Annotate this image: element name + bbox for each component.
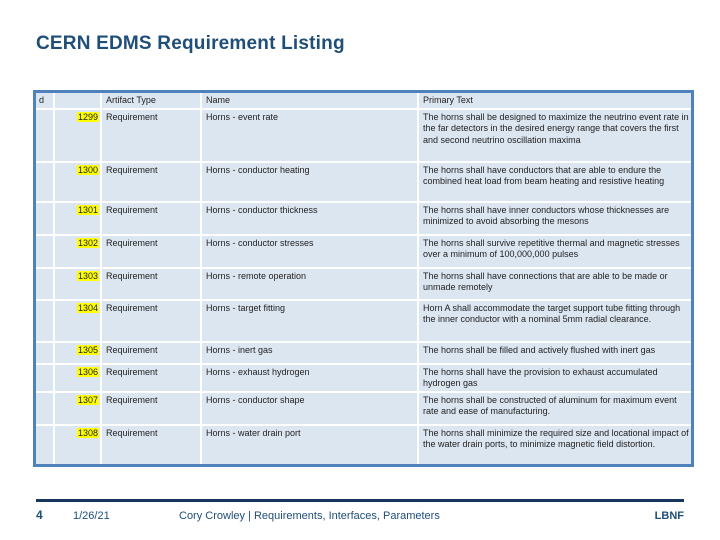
table-row: 1304 Requirement Horns - target fitting Hor… [36, 300, 691, 343]
cell-id-spacer [36, 202, 55, 234]
cell-id: 1303 [55, 268, 102, 299]
footer: 4 1/26/21 Cory Crowley | Requirements, I… [36, 508, 684, 522]
cell-id-spacer [36, 364, 55, 391]
id-highlight: 1302 [76, 237, 99, 248]
table-header-row: d Artifact Type Name Primary Text [36, 93, 691, 110]
requirements-table: d Artifact Type Name Primary Text 1299 Re… [33, 90, 694, 467]
id-highlight: 1301 [76, 204, 99, 215]
cell-name: Horns - conductor heating [202, 162, 419, 201]
table-row: 1303 Requirement Horns - remote operation T… [36, 268, 691, 301]
cell-artifact-type: Requirement [102, 202, 202, 234]
table-row: 1299 Requirement Horns - event rate The hor… [36, 109, 691, 163]
cell-artifact-type: Requirement [102, 235, 202, 267]
cell-name: Horns - conductor thickness [202, 202, 419, 234]
cell-artifact-type: Requirement [102, 342, 202, 363]
footer-divider [36, 499, 684, 502]
cell-name: Horns - target fitting [202, 300, 419, 341]
column-header-primary-text: Primary Text [423, 95, 473, 105]
table-row: 1308 Requirement Horns - water drain port T… [36, 425, 691, 464]
column-header-id: d [36, 93, 55, 108]
column-header-artifact-type: Artifact Type [102, 93, 202, 108]
table-row: 1306 Requirement Horns - exhaust hydrogen T… [36, 364, 691, 393]
id-highlight: 1308 [76, 427, 99, 438]
id-highlight: 1304 [76, 302, 99, 313]
id-highlight: 1306 [76, 366, 99, 377]
cell-id-spacer [36, 268, 55, 299]
cell-id-spacer [36, 162, 55, 201]
cell-primary-text: The horns shall have connections that ar… [423, 270, 668, 293]
cell-name: Horns - inert gas [202, 342, 419, 363]
cell-artifact-type: Requirement [102, 392, 202, 424]
cell-id-spacer [36, 109, 55, 161]
page-number: 4 [36, 508, 43, 522]
cell-id: 1302 [55, 235, 102, 267]
cell-name: Horns - water drain port [202, 425, 419, 464]
cell-primary-text: The horns shall have conductors that are… [423, 164, 665, 187]
table-body: 1299 Requirement Horns - event rate The hor… [36, 109, 691, 464]
cell-id: 1307 [55, 392, 102, 424]
table-row: 1302 Requirement Horns - conductor stresse… [36, 235, 691, 269]
cell-name: Horns - conductor shape [202, 392, 419, 424]
cell-primary-text: The horns shall be constructed of alumin… [423, 394, 677, 417]
cell-primary-text: The horns shall have the provision to ex… [423, 366, 658, 389]
id-highlight: 1300 [76, 164, 99, 175]
table-row: 1300 Requirement Horns - conductor heating… [36, 162, 691, 203]
cell-id: 1306 [55, 364, 102, 391]
page-title: CERN EDMS Requirement Listing [36, 33, 345, 54]
cell-id-spacer [36, 425, 55, 464]
cell-artifact-type: Requirement [102, 268, 202, 299]
cell-primary-text: The horns shall have inner conductors wh… [423, 204, 670, 227]
id-highlight: 1305 [76, 344, 99, 355]
cell-artifact-type: Requirement [102, 425, 202, 464]
cell-name: Horns - event rate [202, 109, 419, 161]
cell-primary-text: Horn A shall accommodate the target supp… [423, 302, 681, 325]
cell-primary-text: The horns shall minimize the required si… [423, 427, 689, 450]
footer-date: 1/26/21 [73, 510, 110, 522]
cell-artifact-type: Requirement [102, 300, 202, 341]
table-row: 1307 Requirement Horns - conductor shape Th… [36, 392, 691, 426]
cell-id-spacer [36, 392, 55, 424]
cell-id: 1308 [55, 425, 102, 464]
cell-artifact-type: Requirement [102, 364, 202, 391]
table-row: 1301 Requirement Horns - conductor thickne… [36, 202, 691, 236]
cell-id: 1301 [55, 202, 102, 234]
cell-name: Horns - remote operation [202, 268, 419, 299]
column-header-name: Name [202, 93, 419, 108]
id-highlight: 1299 [76, 111, 99, 122]
cell-artifact-type: Requirement [102, 109, 202, 161]
cell-id-spacer [36, 342, 55, 363]
cell-artifact-type: Requirement [102, 162, 202, 201]
table-row: 1305 Requirement Horns - inert gas The horn… [36, 342, 691, 365]
footer-brand-lbnf: LBNF [654, 510, 684, 522]
cell-id: 1299 [55, 109, 102, 161]
cell-id-spacer [36, 235, 55, 267]
cell-primary-text: The horns shall be filled and actively f… [423, 344, 656, 355]
cell-id: 1305 [55, 342, 102, 363]
cell-primary-text: The horns shall survive repetitive therm… [423, 237, 680, 260]
cell-primary-text: The horns shall be designed to maximize … [423, 111, 689, 145]
cell-name: Horns - conductor stresses [202, 235, 419, 267]
id-highlight: 1307 [76, 394, 99, 405]
cell-id: 1300 [55, 162, 102, 201]
cell-id-spacer [36, 300, 55, 341]
cell-name: Horns - exhaust hydrogen [202, 364, 419, 391]
id-highlight: 1303 [76, 270, 99, 281]
cell-id: 1304 [55, 300, 102, 341]
column-header-id-number [55, 93, 102, 108]
footer-credit: Cory Crowley | Requirements, Interfaces,… [179, 510, 440, 522]
